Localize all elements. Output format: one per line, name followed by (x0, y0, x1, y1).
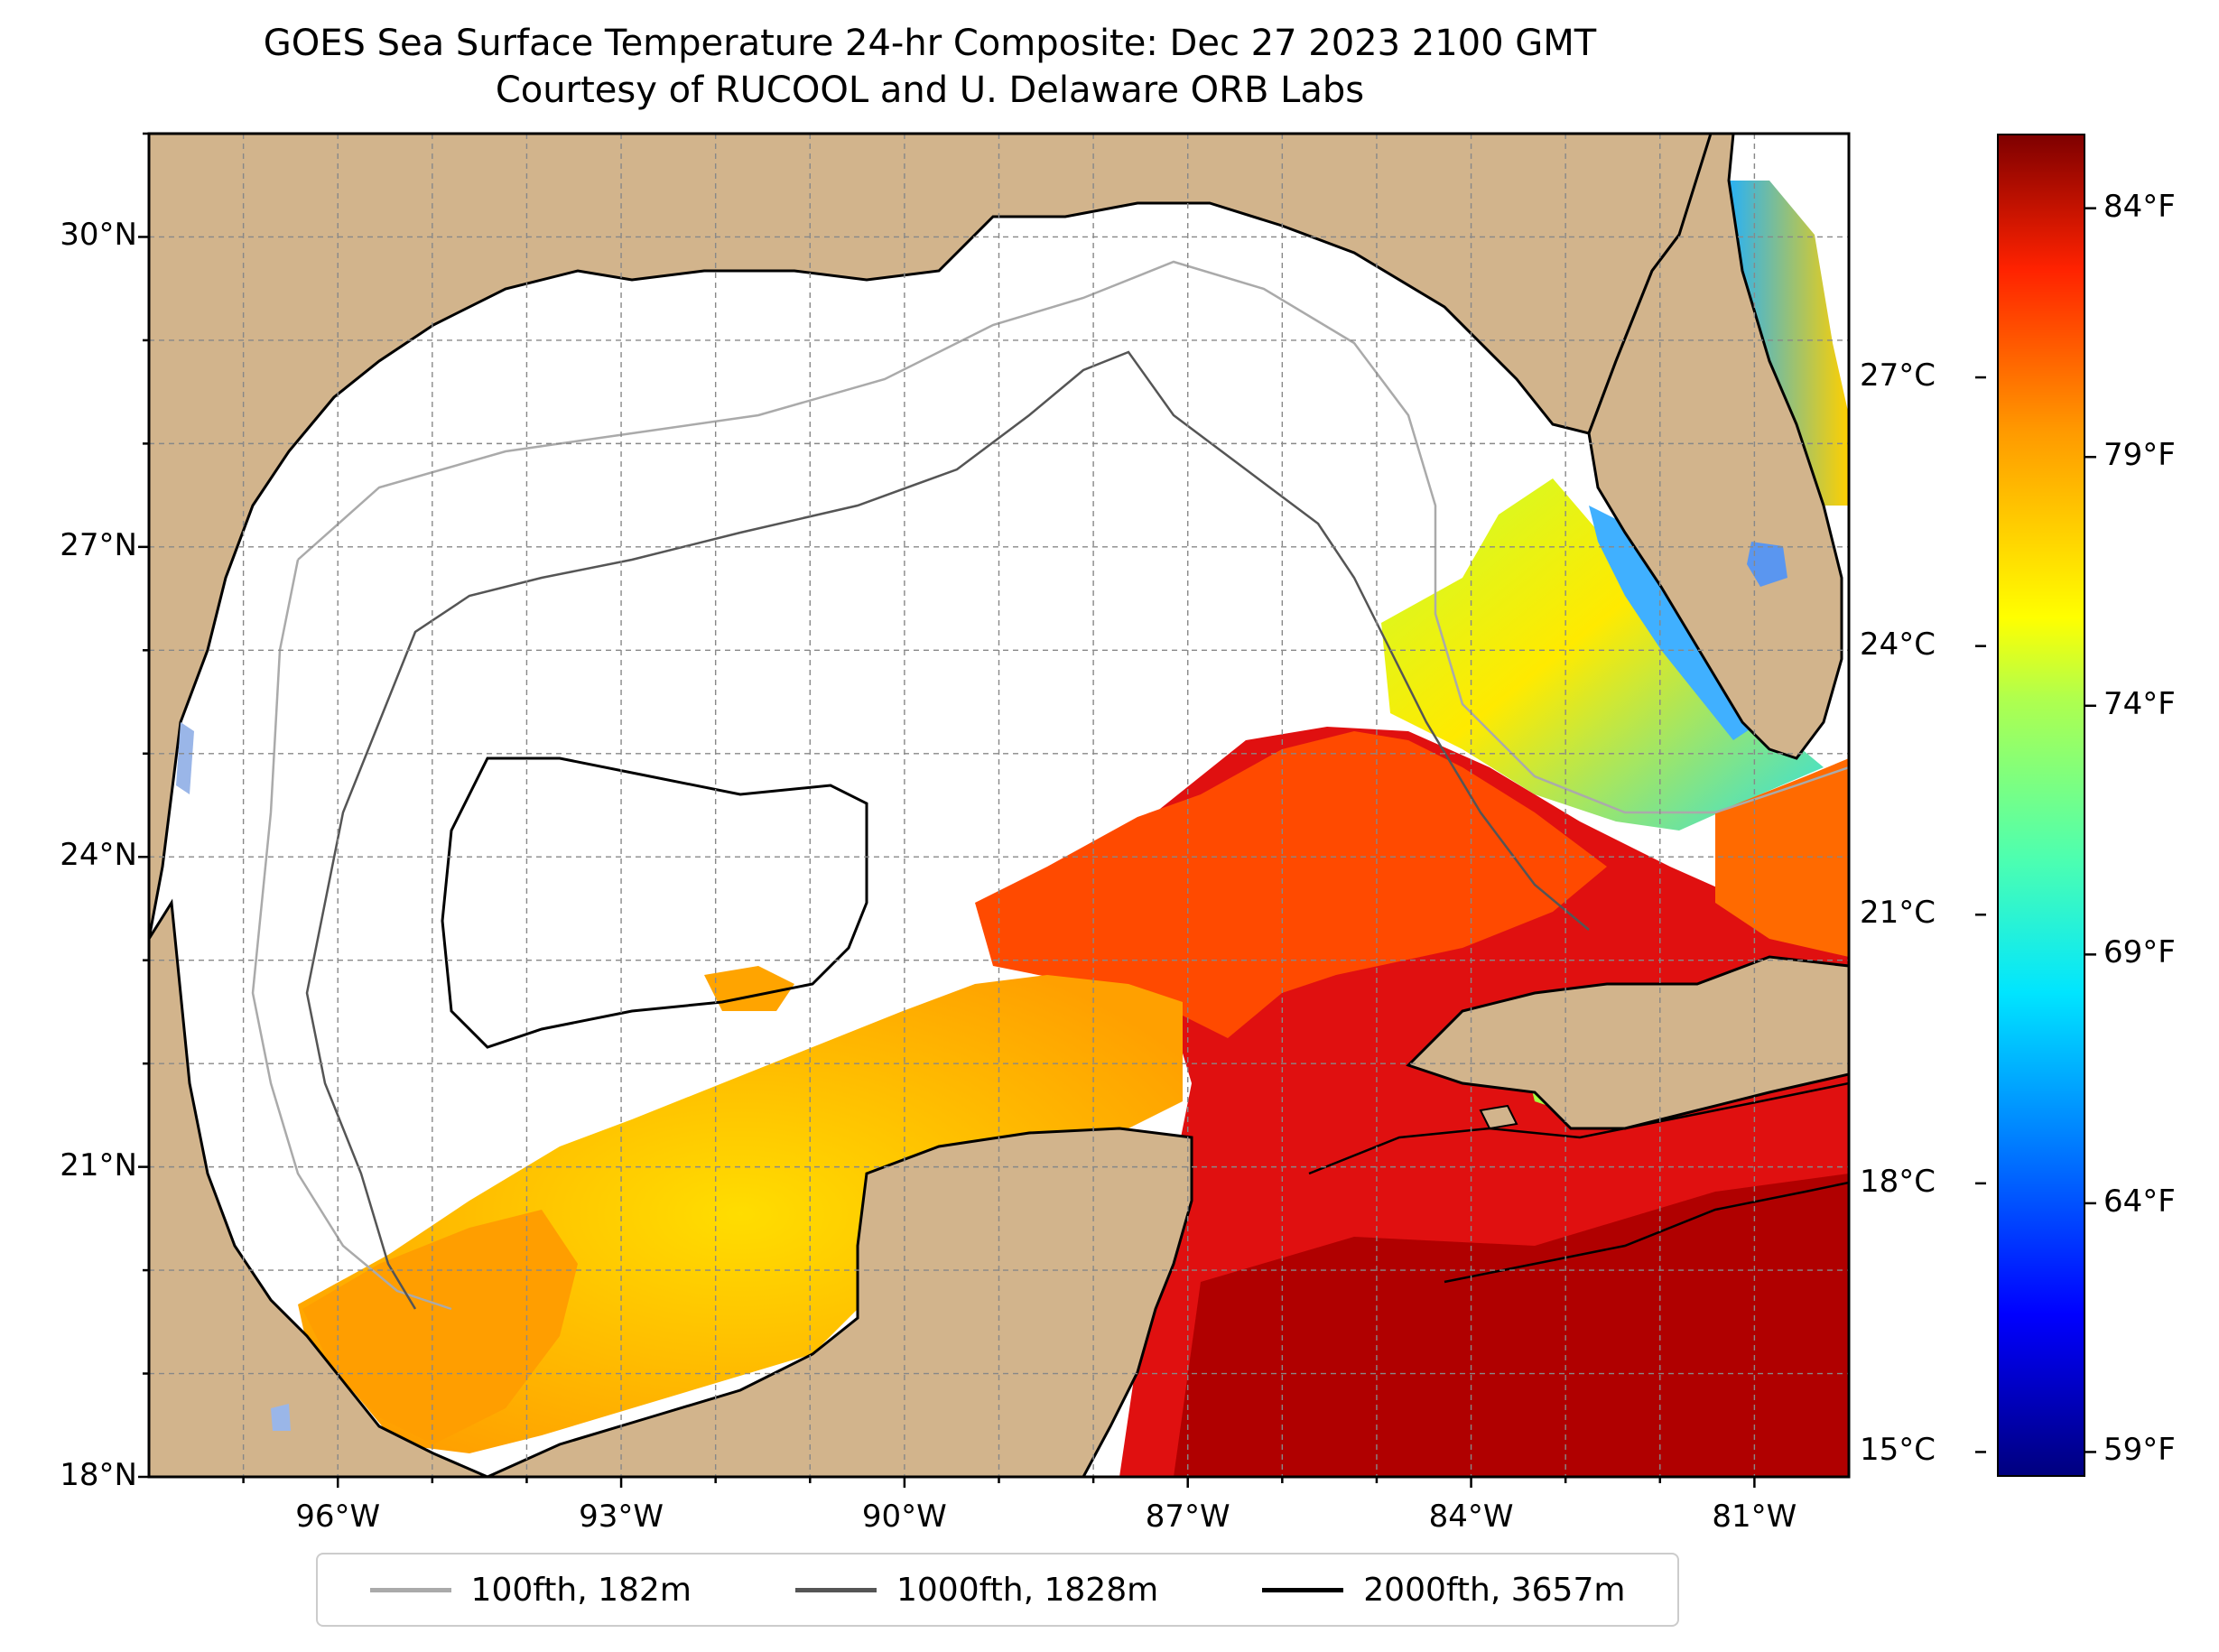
colorbar-fahrenheit-label: 74°F (2103, 685, 2176, 722)
colorbar-celsius-label: 18°C (1860, 1163, 1936, 1200)
lat-tick-label: 30°N (60, 217, 137, 254)
lake-okeechobee (1747, 542, 1787, 587)
lat-tick-label: 18°N (60, 1457, 137, 1493)
figure-title: GOES Sea Surface Temperature 24-hr Compo… (263, 23, 1597, 64)
colorbar (1997, 134, 2085, 1477)
lat-tick-label: 24°N (60, 837, 137, 874)
legend-line (795, 1587, 877, 1592)
colorbar-celsius-label: 27°C (1860, 357, 1936, 394)
land-mexico-west (149, 898, 488, 1477)
colorbar-celsius-label: 24°C (1860, 626, 1936, 663)
lon-tick-label: 93°W (579, 1499, 664, 1535)
land-florida-peninsula (1587, 134, 1843, 760)
legend-line (1262, 1587, 1344, 1592)
legend-line (369, 1587, 451, 1592)
lon-tick-label: 87°W (1145, 1499, 1230, 1535)
contour-legend: 100fth, 182m 1000fth, 1828m 2000fth, 365… (316, 1553, 1679, 1627)
colorbar-fahrenheit-label: 59°F (2103, 1432, 2176, 1469)
contour-2000fth (441, 756, 868, 1049)
colorbar-fahrenheit-label: 69°F (2103, 934, 2176, 971)
lat-tick-label: 21°N (60, 1146, 137, 1183)
legend-item-100fth: 100fth, 182m (369, 1571, 692, 1609)
gridlines (149, 134, 1849, 1477)
map-content (149, 134, 1849, 1477)
colorbar-celsius-label: 15°C (1860, 1432, 1936, 1469)
land-cuba (1406, 955, 1849, 1130)
colorbar-fahrenheit-label: 64°F (2103, 1183, 2176, 1220)
sst-florida-east-coast (1724, 181, 1849, 506)
contour-2000fth-caribbean (1308, 1081, 1849, 1284)
sst-caribbean-hot (1174, 1174, 1849, 1477)
figure-subtitle: Courtesy of RUCOOL and U. Delaware ORB L… (495, 70, 1365, 111)
contour-1000fth (305, 350, 1590, 1310)
colorbar-fahrenheit-label: 84°F (2103, 188, 2176, 225)
sst-loop-current (975, 731, 1607, 1038)
lon-tick-label: 90°W (861, 1499, 947, 1535)
contour-100fth (251, 260, 1849, 1311)
colorbar-fahrenheit-label: 79°F (2103, 437, 2176, 474)
sst-florida-shelf (1381, 478, 1824, 831)
lake-mexico (271, 1404, 291, 1431)
lon-tick-label: 96°W (295, 1499, 381, 1535)
sst-straits-warm (1715, 758, 1849, 957)
lon-tick-label: 84°W (1428, 1499, 1514, 1535)
legend-label: 100fth, 182m (470, 1571, 692, 1609)
legend-label: 2000fth, 3657m (1363, 1571, 1626, 1609)
sst-campeche-orange (302, 1210, 578, 1444)
lake-texas-coast (176, 722, 194, 794)
lat-tick-label: 27°N (60, 526, 137, 563)
land-yucatan (487, 1127, 1193, 1477)
legend-item-2000fth: 2000fth, 3657m (1262, 1572, 1625, 1609)
axis-ticks (138, 132, 1756, 1488)
colorbar-celsius-label: 21°C (1860, 895, 1936, 932)
land-isla-juventud (1479, 1104, 1518, 1130)
legend-item-1000fth: 1000fth, 1828m (795, 1572, 1158, 1609)
lon-tick-label: 81°W (1712, 1499, 1797, 1535)
legend-label: 1000fth, 1828m (896, 1571, 1159, 1609)
